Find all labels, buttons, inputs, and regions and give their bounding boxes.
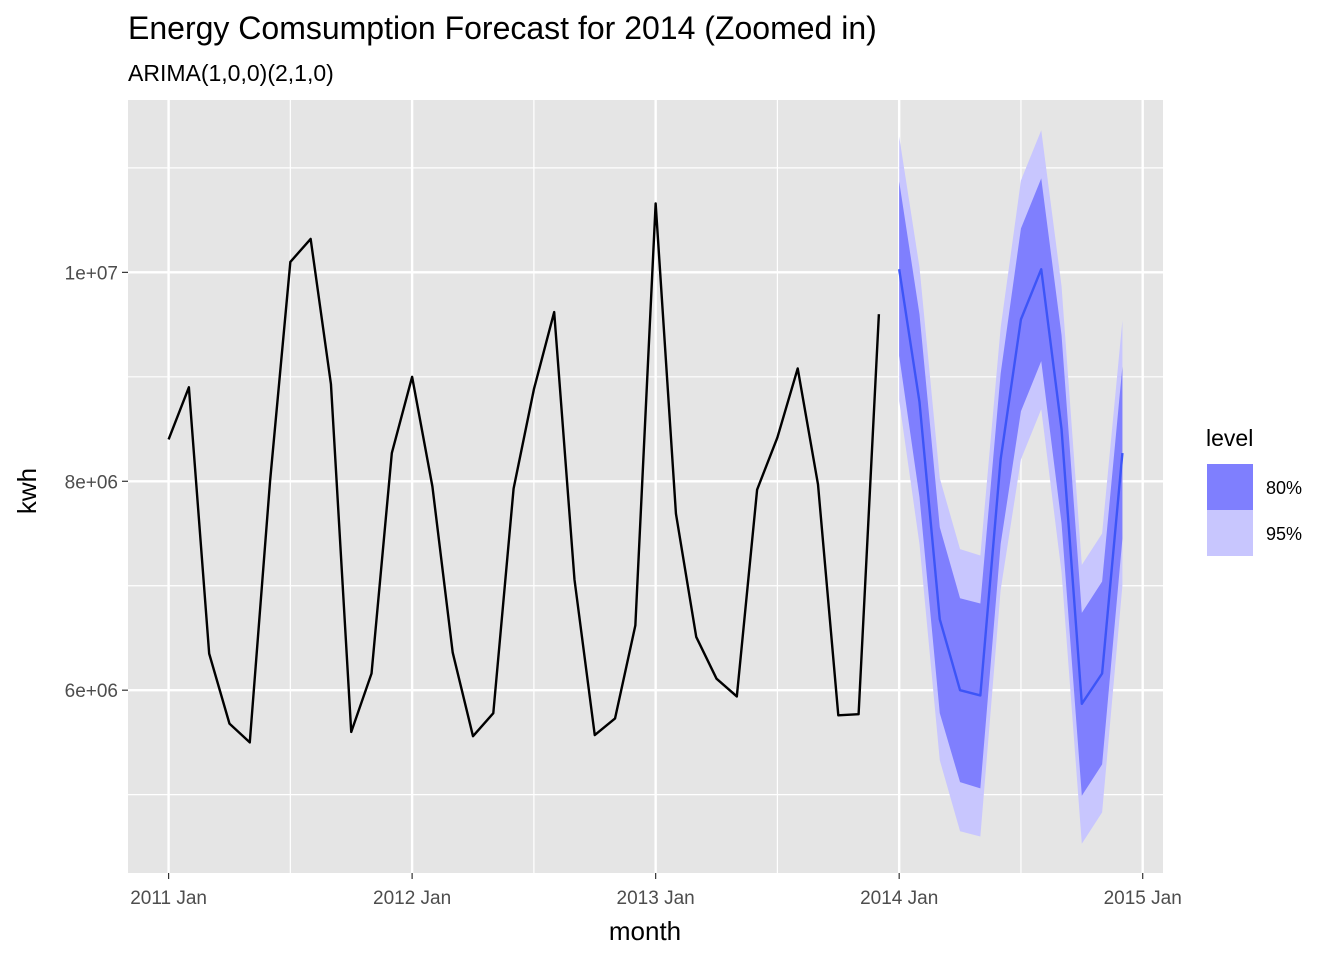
x-tick-label: 2014 Jan: [860, 888, 938, 909]
legend-label: 80%: [1266, 478, 1302, 498]
legend-label: 95%: [1266, 524, 1302, 544]
legend-key-95pct: [1207, 510, 1253, 556]
y-axis-label: kwh: [12, 468, 42, 514]
y-tick-label: 8e+06: [65, 472, 118, 493]
y-tick-label: 1e+07: [65, 263, 118, 284]
band-80: [899, 178, 1123, 796]
x-tick-label: 2015 Jan: [1104, 888, 1182, 909]
forecast-mean-line: [897, 268, 1124, 705]
axis-ticks: 2011 Jan 2012 Jan 2013 Jan 2014 Jan 2015 Jan…: [65, 263, 1182, 909]
y-tick-label: 6e+06: [65, 681, 118, 702]
chart-subtitle: ARIMA(1,0,0)(2,1,0): [128, 60, 334, 86]
x-tick-label: 2011 Jan: [130, 888, 207, 909]
prediction-intervals: [899, 130, 1123, 844]
x-tick-label: 2013 Jan: [617, 888, 695, 909]
x-tick-label: 2012 Jan: [373, 888, 451, 909]
history-series-line: [167, 202, 881, 744]
legend-key-80pct: [1207, 464, 1253, 510]
legend-title: level: [1206, 425, 1253, 451]
chart-title: Energy Comsumption Forecast for 2014 (Zo…: [128, 10, 877, 46]
x-axis-label: month: [609, 916, 681, 946]
series-lines: [167, 202, 1124, 744]
legend: level 80% 95%: [1206, 425, 1302, 556]
